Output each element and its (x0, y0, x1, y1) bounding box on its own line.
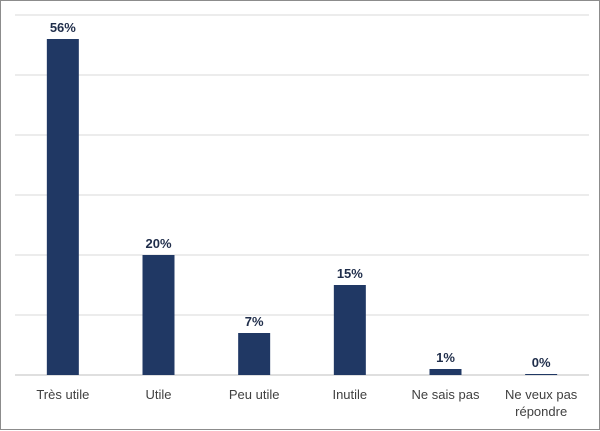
bar-1 (142, 255, 175, 375)
bar-0 (46, 39, 79, 375)
bar-3 (333, 285, 366, 375)
category-label: Très utile (36, 387, 89, 402)
category-label: Ne sais pas (412, 387, 480, 402)
category-label: Inutile (332, 387, 367, 402)
category-label: Ne veux pas répondre (505, 387, 578, 419)
data-label: 20% (145, 236, 171, 251)
data-label: 15% (337, 266, 363, 281)
bar-5 (525, 374, 558, 375)
category-label: Utile (145, 387, 171, 402)
bar-4 (429, 369, 462, 375)
data-label: 56% (50, 20, 76, 35)
data-label: 0% (532, 355, 551, 370)
data-label: 7% (245, 314, 264, 329)
bar-2 (238, 333, 271, 375)
category-label: Peu utile (229, 387, 280, 402)
data-label: 1% (436, 350, 455, 365)
